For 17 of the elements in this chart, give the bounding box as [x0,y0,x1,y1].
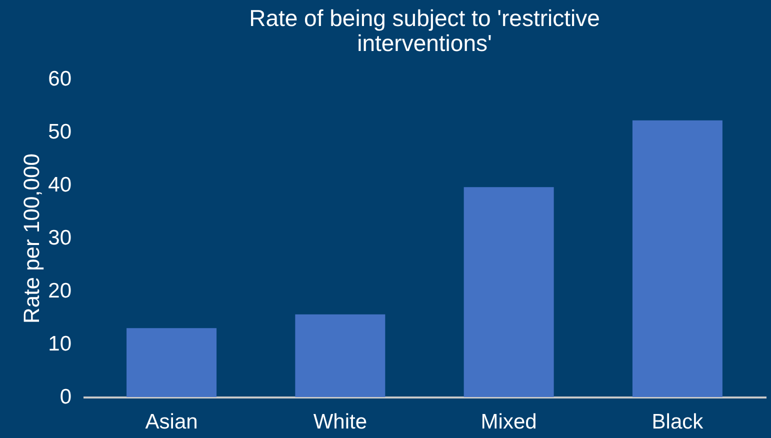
y-tick-label: 30 [48,226,72,250]
y-tick-label: 50 [48,120,72,144]
y-tick-label: 40 [48,174,72,196]
y-tick-label: 0 [60,386,72,408]
bar [295,314,386,397]
bar [464,187,554,397]
bar [632,120,722,397]
chart-title: Rate of being subject to 'restrictive interventions' [249,5,600,56]
x-tick-label: White [313,410,368,434]
bar [126,328,217,397]
x-tick-label: Asian [145,410,198,434]
y-tick-label: 10 [48,332,72,356]
y-axis-title: Rate per 100,000 [19,153,44,324]
x-tick-label: Mixed [480,410,537,434]
x-tick-label: Black [652,410,704,434]
y-tick-label: 60 [48,68,72,90]
y-tick-label: 20 [48,280,72,302]
